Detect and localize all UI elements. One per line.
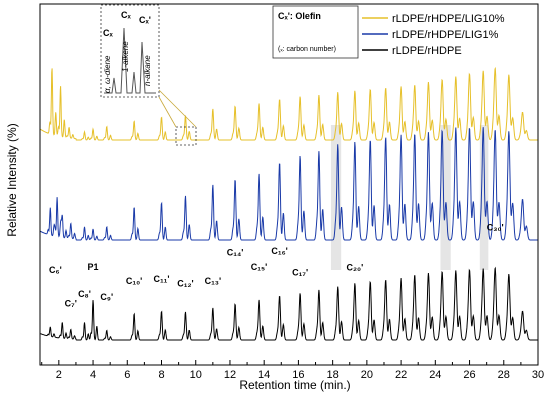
peak-label: P1 xyxy=(88,262,99,272)
inset-label-alkene: 1-alkene xyxy=(121,41,130,72)
legend-label-lig1: rLDPE/rHDPE/LIG1% xyxy=(392,29,499,41)
series-line xyxy=(39,127,538,241)
inset-label-alkane: n-alkane xyxy=(143,55,152,86)
peak-label: C₈' xyxy=(78,289,91,299)
x-tick-label: 4 xyxy=(90,369,96,381)
peak-label: C₁₁' xyxy=(153,274,169,284)
peak-label: C₇' xyxy=(65,299,77,309)
peak-label: C₁₇' xyxy=(292,267,308,277)
peak-label: C₉' xyxy=(100,292,113,302)
legend-heading: Cₓ': Olefin xyxy=(278,11,321,21)
x-tick-label: 26 xyxy=(463,369,475,381)
peak-label: C₁₄' xyxy=(227,247,244,257)
x-tick-label: 12 xyxy=(224,369,236,381)
x-tick-label: 16 xyxy=(292,369,304,381)
inset-label-diene: α, ω-diene xyxy=(103,55,112,93)
inset-label-cx-mid: Cₓ xyxy=(121,10,131,20)
legend-note-box xyxy=(272,5,359,59)
x-tick-label: 30 xyxy=(532,369,544,381)
x-tick-label: 24 xyxy=(429,369,441,381)
inset-label-cx-left: Cₓ xyxy=(103,28,113,38)
peak-label: C₁₃' xyxy=(205,276,222,286)
inset-source-box xyxy=(175,126,197,146)
peak-label: C₁₅' xyxy=(251,262,268,272)
inset-box xyxy=(100,4,160,98)
series-line xyxy=(39,266,538,341)
x-tick-label: 6 xyxy=(124,369,130,381)
inset-connector-left xyxy=(158,96,177,128)
peak-label: C₂₀' xyxy=(347,263,364,273)
highlight-band xyxy=(479,125,489,270)
inset-trace xyxy=(104,27,156,94)
x-tick-label: 10 xyxy=(190,369,202,381)
x-axis-title: Retention time (min.) xyxy=(239,378,350,392)
x-tick-label: 2 xyxy=(56,369,62,381)
series-layer xyxy=(39,66,538,341)
plot-frame xyxy=(39,3,539,366)
highlight-band xyxy=(440,125,451,270)
axes xyxy=(39,3,539,366)
legend-label-base: rLDPE/rHDPE xyxy=(392,45,462,57)
x-tick-label: 22 xyxy=(395,369,407,381)
peak-label: C₁₆' xyxy=(271,246,287,256)
legend: Cₓ': Olefin (ₓ: carbon number) rLDPE/rHD… xyxy=(272,5,505,59)
peak-label: C₁₀' xyxy=(126,276,142,286)
y-axis-title: Relative Intensity (%) xyxy=(5,123,19,236)
x-tick-label: 20 xyxy=(361,369,373,381)
legend-note: (ₓ: carbon number) xyxy=(278,46,336,53)
inset-zoom: Cₓ Cₓ Cₓ' α, ω-diene 1-alkene n-alkane xyxy=(100,4,197,146)
inset-connector-right xyxy=(158,89,197,128)
inset-label-cx-prime: Cₓ' xyxy=(139,15,151,25)
legend-label-lig10: rLDPE/rHDPE/LIG10% xyxy=(392,13,505,25)
peak-label: C₃₀' xyxy=(487,223,504,233)
x-tick-label: 28 xyxy=(498,369,510,381)
x-tick-label: 8 xyxy=(158,369,164,381)
series-line xyxy=(39,66,538,141)
x-tick-label: 18 xyxy=(327,369,339,381)
x-ticks: 2 4 6 8 10 12 14 16 18 20 22 24 26 28 30 xyxy=(41,360,544,381)
peak-label: C₆' xyxy=(49,265,62,275)
x-tick-label: 14 xyxy=(258,369,270,381)
peak-label: C₁₂' xyxy=(177,279,193,289)
